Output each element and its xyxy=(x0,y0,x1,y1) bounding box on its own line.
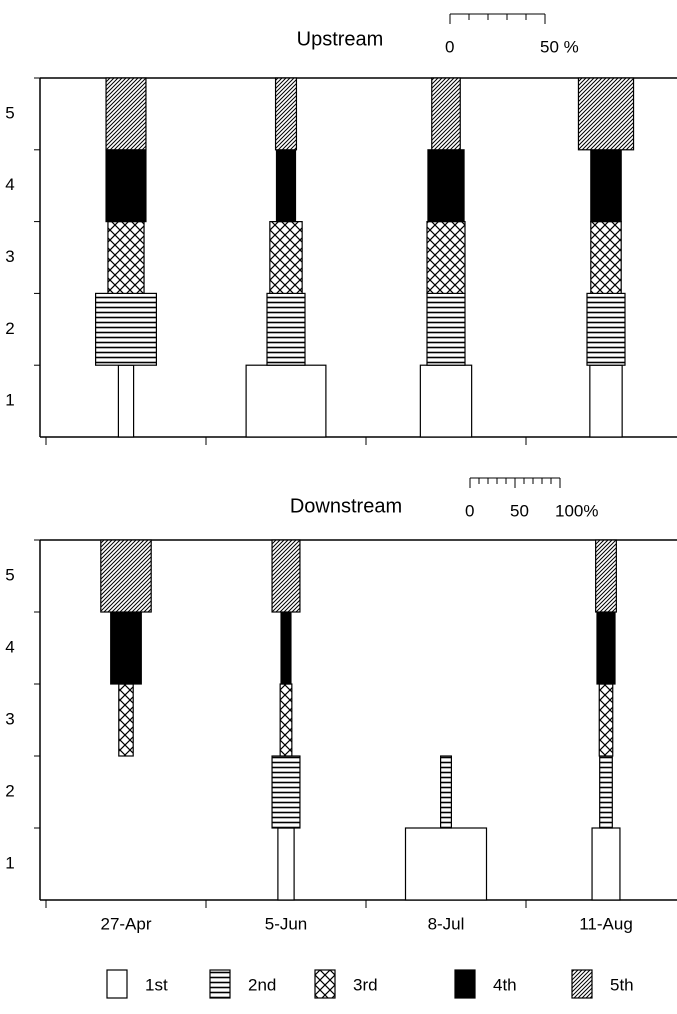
y-tick-label: 4 xyxy=(5,175,14,194)
kite-segment xyxy=(277,827,295,901)
kite-segment xyxy=(426,292,466,366)
legend-swatch xyxy=(571,969,593,999)
y-tick-label: 5 xyxy=(5,103,14,122)
kite-segment xyxy=(271,539,301,613)
y-tick-label: 4 xyxy=(5,637,14,656)
x-tick-label: 11-Aug xyxy=(579,914,633,933)
kite-segment xyxy=(599,755,613,829)
kite-segment xyxy=(427,149,465,223)
x-tick-label: 27-Apr xyxy=(100,914,151,933)
kite-segment xyxy=(110,611,142,685)
y-tick-label: 3 xyxy=(5,709,14,728)
legend-swatch xyxy=(106,969,128,999)
kite-segment xyxy=(590,149,622,223)
kite-segment xyxy=(105,77,147,151)
kite-segment xyxy=(274,77,298,151)
kite-segment xyxy=(431,77,461,151)
kite-segment xyxy=(269,221,303,295)
kite-segment xyxy=(280,611,292,685)
x-tick-label: 5-Jun xyxy=(265,914,308,933)
legend-label: 3rd xyxy=(353,975,378,994)
y-tick-label: 1 xyxy=(5,391,14,410)
kite-segment xyxy=(591,827,621,901)
y-tick-label: 3 xyxy=(5,247,14,266)
scale-label: 100% xyxy=(555,501,598,520)
kite-segment xyxy=(117,364,135,438)
kite-segment xyxy=(598,683,614,757)
kite-segment xyxy=(107,221,145,295)
scale-label: 50 % xyxy=(540,37,579,56)
kite-segment xyxy=(577,77,635,151)
x-tick-label: 8-Jul xyxy=(428,914,465,933)
y-tick-label: 2 xyxy=(5,319,14,338)
kite-segment xyxy=(245,364,327,438)
kite-segment xyxy=(595,539,617,613)
kite-segment xyxy=(266,292,306,366)
kite-segment xyxy=(586,292,626,366)
y-tick-label: 1 xyxy=(5,853,14,872)
kite-segment xyxy=(118,683,134,757)
panel-title: Upstream xyxy=(297,28,384,50)
legend-swatch xyxy=(454,969,476,999)
kite-segment xyxy=(404,827,488,901)
kite-segment xyxy=(440,755,453,829)
kite-segment xyxy=(94,292,157,366)
kite-segment xyxy=(589,364,623,438)
kite-segment xyxy=(279,683,293,757)
kite-segment xyxy=(275,149,297,223)
legend-label: 2nd xyxy=(248,975,276,994)
legend-label: 4th xyxy=(493,975,517,994)
kite-segment xyxy=(419,364,473,438)
kite-segment xyxy=(105,149,147,223)
panel-title: Downstream xyxy=(290,495,402,517)
scale-label: 0 xyxy=(445,37,454,56)
scale-label: 0 xyxy=(465,501,474,520)
legend-label: 5th xyxy=(610,975,634,994)
kite-segment xyxy=(426,221,466,295)
y-tick-label: 2 xyxy=(5,781,14,800)
scale-label: 50 xyxy=(510,501,529,520)
legend-label: 1st xyxy=(145,975,168,994)
kite-segment xyxy=(271,755,301,829)
legend-swatch xyxy=(209,969,231,999)
kite-segment xyxy=(596,611,616,685)
legend-swatch xyxy=(314,969,336,999)
kite-segment xyxy=(590,221,622,295)
kite-segment xyxy=(100,539,152,613)
y-tick-label: 5 xyxy=(5,565,14,584)
